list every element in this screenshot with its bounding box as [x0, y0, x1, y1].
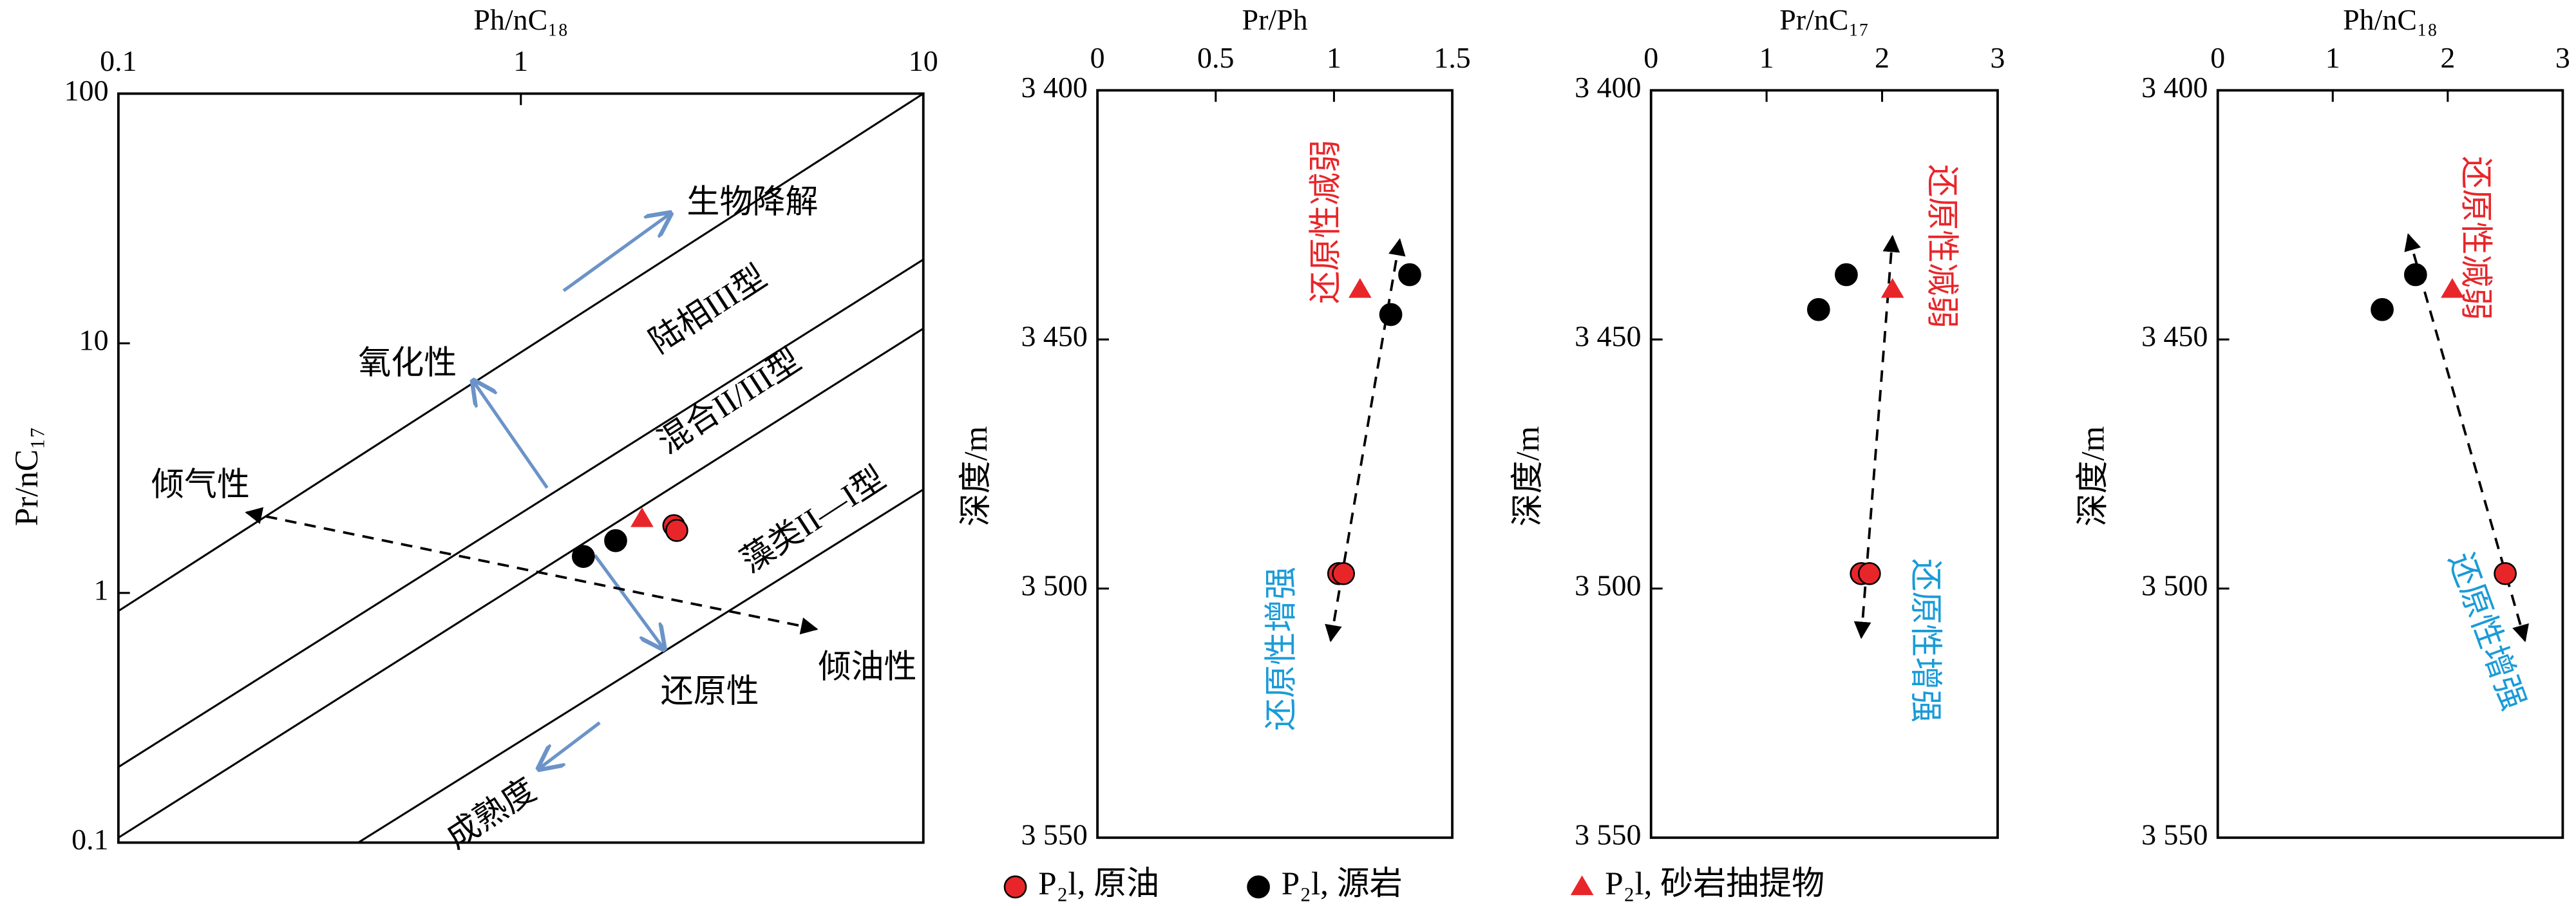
point [1835, 263, 1858, 287]
triangle-point [630, 507, 654, 527]
point [1398, 263, 1421, 287]
x-tick-label: 2 [1875, 41, 1889, 74]
x-tick-label: 0 [2210, 41, 2225, 74]
point [2403, 263, 2427, 287]
y-tick-label: 3 500 [1021, 569, 1088, 602]
y-tick-label: 3 400 [1021, 71, 1088, 104]
x-tick-label: 1 [513, 44, 528, 77]
point [604, 529, 627, 552]
annotation: 氧化性 [358, 346, 457, 382]
y-tick-label: 1 [94, 573, 109, 606]
y-tick-label: 3 550 [2141, 818, 2208, 851]
annotation: 还原性增强 [1264, 567, 1300, 731]
plot-frame [2216, 89, 2564, 839]
y-tick-label: 3 500 [2141, 569, 2208, 602]
y-tick-label: 3 500 [1575, 569, 1641, 602]
y-tick-label: 10 [79, 324, 109, 357]
y-tick-label: 0.1 [71, 823, 108, 856]
triangle-point [1348, 278, 1372, 298]
legend-marker [1003, 875, 1027, 899]
y-axis-label: 深度/m [958, 426, 994, 527]
triangle-point [2441, 278, 2464, 298]
y-tick-label: 3 400 [1575, 71, 1641, 104]
legend-label: P₂l, 砂岩抽提物 [1605, 866, 1824, 902]
x-tick-label: 0 [1643, 41, 1658, 74]
annotation: 还原性减弱 [1923, 164, 1959, 328]
point [2371, 297, 2394, 321]
triangle-point [1880, 278, 1904, 298]
legend-marker [1570, 875, 1594, 896]
x-tick-label: 0.1 [100, 44, 137, 77]
annotation: 还原性增强 [1907, 558, 1943, 722]
annotation: 还原性减弱 [2457, 156, 2493, 320]
point [1857, 562, 1881, 585]
y-tick-label: 3 450 [1575, 320, 1641, 353]
annotation: 还原性 [661, 674, 759, 710]
y-tick-label: 3 550 [1575, 818, 1641, 851]
y-tick-label: 3 550 [1021, 818, 1088, 851]
annotation: 倾油性 [818, 649, 916, 685]
plot-frame [1096, 89, 1454, 839]
x-tick-label: 1 [1759, 41, 1774, 74]
x-tick-label: 3 [1990, 41, 2005, 74]
point [572, 545, 595, 569]
y-axis-label: Pr/nC₁₇ [9, 426, 45, 526]
annotation: 混合II/III型 [652, 343, 808, 461]
x-tick-label: 1 [1327, 41, 1341, 74]
point [1332, 562, 1355, 585]
y-tick-label: 3 400 [2141, 71, 2208, 104]
x-tick-label: 0.5 [1197, 41, 1234, 74]
x-axis-label: Ph/nC₁₈ [473, 3, 568, 36]
point [665, 518, 688, 542]
x-tick-label: 2 [2440, 41, 2455, 74]
x-tick-label: 3 [2555, 41, 2570, 74]
y-tick-label: 3 450 [1021, 320, 1088, 353]
plot-frame [117, 92, 925, 844]
legend-marker [1247, 875, 1270, 899]
annotation: 藻类II—I型 [735, 460, 892, 580]
annotation: 倾气性 [151, 467, 250, 503]
y-axis-label: 深度/m [1510, 426, 1546, 527]
x-tick-label: 1 [2325, 41, 2340, 74]
point [2494, 562, 2517, 585]
legend-label: P₂l, 源岩 [1282, 866, 1403, 902]
plot-frame [1649, 89, 1999, 839]
x-tick-label: 10 [909, 44, 938, 77]
annotation: 生物降解 [687, 185, 818, 221]
y-tick-label: 100 [64, 74, 109, 107]
annotation: 还原性增强 [2441, 548, 2532, 715]
y-tick-label: 3 450 [2141, 320, 2208, 353]
x-tick-label: 0 [1090, 41, 1105, 74]
annotation: 还原性减弱 [1308, 140, 1344, 304]
point [1806, 297, 1830, 321]
legend-label: P₂l, 原油 [1038, 866, 1159, 902]
x-tick-label: 1.5 [1434, 41, 1470, 74]
annotation: 陆相III型 [643, 259, 773, 361]
x-axis-label: Pr/nC₁₇ [1779, 3, 1869, 36]
x-axis-label: Pr/Ph [1242, 3, 1308, 36]
point [1379, 303, 1403, 326]
x-axis-label: Ph/nC₁₈ [2343, 3, 2438, 36]
y-axis-label: 深度/m [2076, 426, 2112, 527]
layout-lines [118, 93, 2529, 844]
